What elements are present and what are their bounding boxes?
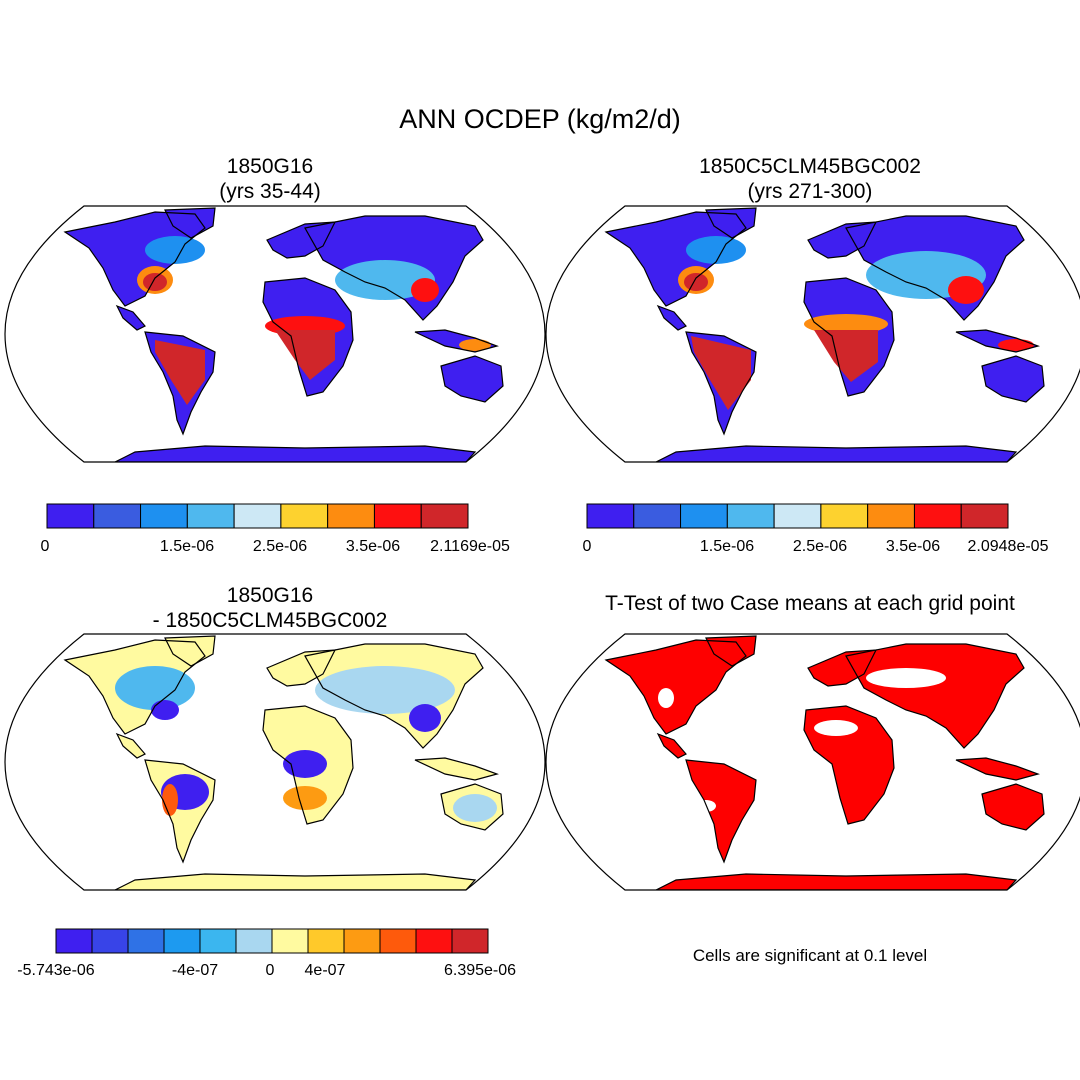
map-bottom-right <box>545 633 1080 891</box>
panel-title-top-left-line1: 1850G16 <box>226 155 314 178</box>
cb-bottom-left-label-4: 6.395e-06 <box>443 962 517 979</box>
colorbar-swatch-0 <box>55 928 93 954</box>
colorbar-swatch-6 <box>867 503 915 529</box>
map-top-left <box>4 205 546 463</box>
colorbar-swatch-5 <box>820 503 869 529</box>
colorbar-swatch-6 <box>327 503 375 529</box>
colorbar-swatch-8 <box>960 503 1009 529</box>
colorbar-swatch-9 <box>379 928 417 954</box>
figure-title: ANN OCDEP (kg/m2/d) <box>399 104 681 134</box>
colorbar-swatch-3 <box>726 503 775 529</box>
colorbar-swatch-2 <box>127 928 165 954</box>
colorbar-swatch-2 <box>680 503 728 529</box>
cb-top-left-label-4: 2.1169e-05 <box>430 538 510 555</box>
colorbar-swatch-2 <box>140 503 188 529</box>
colorbar-top-right <box>586 503 1009 529</box>
colorbar-swatch-7 <box>913 503 962 529</box>
cb-top-right-label-1: 1.5e-06 <box>699 538 755 555</box>
colorbar-swatch-8 <box>343 928 381 954</box>
panel-title-top-left-line2: (yrs 35-44) <box>219 180 321 203</box>
map-bottom-left <box>4 633 546 891</box>
colorbar-swatch-0 <box>46 503 95 529</box>
cb-bottom-left-label-2: 0 <box>265 962 275 979</box>
panel-title-bottom-right: T-Test of two Case means at each grid po… <box>605 592 1015 615</box>
colorbar-swatch-3 <box>163 928 201 954</box>
colorbar-swatch-10 <box>415 928 453 954</box>
cb-top-right-label-3: 3.5e-06 <box>885 538 941 555</box>
colorbar-swatch-5 <box>280 503 329 529</box>
colorbar-swatch-7 <box>307 928 345 954</box>
cb-top-left-label-3: 3.5e-06 <box>345 538 401 555</box>
map-top-right <box>545 205 1080 463</box>
colorbar-swatch-6 <box>271 928 309 954</box>
panel-title-top-right-line2: (yrs 271-300) <box>747 180 873 203</box>
colorbar-swatch-5 <box>235 928 273 954</box>
cb-top-right-label-4: 2.0948e-05 <box>967 538 1049 555</box>
cb-bottom-left-label-3: 4e-07 <box>304 962 346 979</box>
cb-bottom-left-label-1: -4e-07 <box>171 962 219 979</box>
cb-top-left-label-1: 1.5e-06 <box>159 538 215 555</box>
colorbar-swatch-7 <box>373 503 422 529</box>
colorbar-swatch-11 <box>451 928 489 954</box>
panel-title-bottom-left-line2: - 1850C5CLM45BGC002 <box>152 609 388 632</box>
panel-title-bottom-left-line1: 1850G16 <box>226 584 314 607</box>
colorbar-bottom-left <box>55 928 489 954</box>
colorbar-swatch-1 <box>93 503 142 529</box>
colorbar-swatch-1 <box>633 503 682 529</box>
colorbar-swatch-0 <box>586 503 635 529</box>
cb-top-left-label-0: 0 <box>40 538 50 555</box>
significance-note: Cells are significant at 0.1 level <box>692 946 928 965</box>
cb-top-right-label-2: 2.5e-06 <box>792 538 848 555</box>
panel-title-top-left: 1850G16 (yrs 35-44) <box>90 154 450 204</box>
colorbar-swatch-4 <box>199 928 237 954</box>
colorbar-top-left <box>46 503 469 529</box>
colorbar-swatch-4 <box>773 503 822 529</box>
colorbar-swatch-1 <box>91 928 129 954</box>
colorbar-swatch-3 <box>186 503 235 529</box>
colorbar-swatch-4 <box>233 503 282 529</box>
colorbar-swatch-8 <box>420 503 469 529</box>
panel-title-top-right: 1850C5CLM45BGC002 (yrs 271-300) <box>630 154 990 204</box>
cb-top-right-label-0: 0 <box>582 538 592 555</box>
panel-title-top-right-line1: 1850C5CLM45BGC002 <box>699 155 921 178</box>
panel-title-bottom-left: 1850G16 - 1850C5CLM45BGC002 <box>90 583 450 633</box>
cb-top-left-label-2: 2.5e-06 <box>252 538 308 555</box>
cb-bottom-left-label-0: -5.743e-06 <box>17 962 95 979</box>
